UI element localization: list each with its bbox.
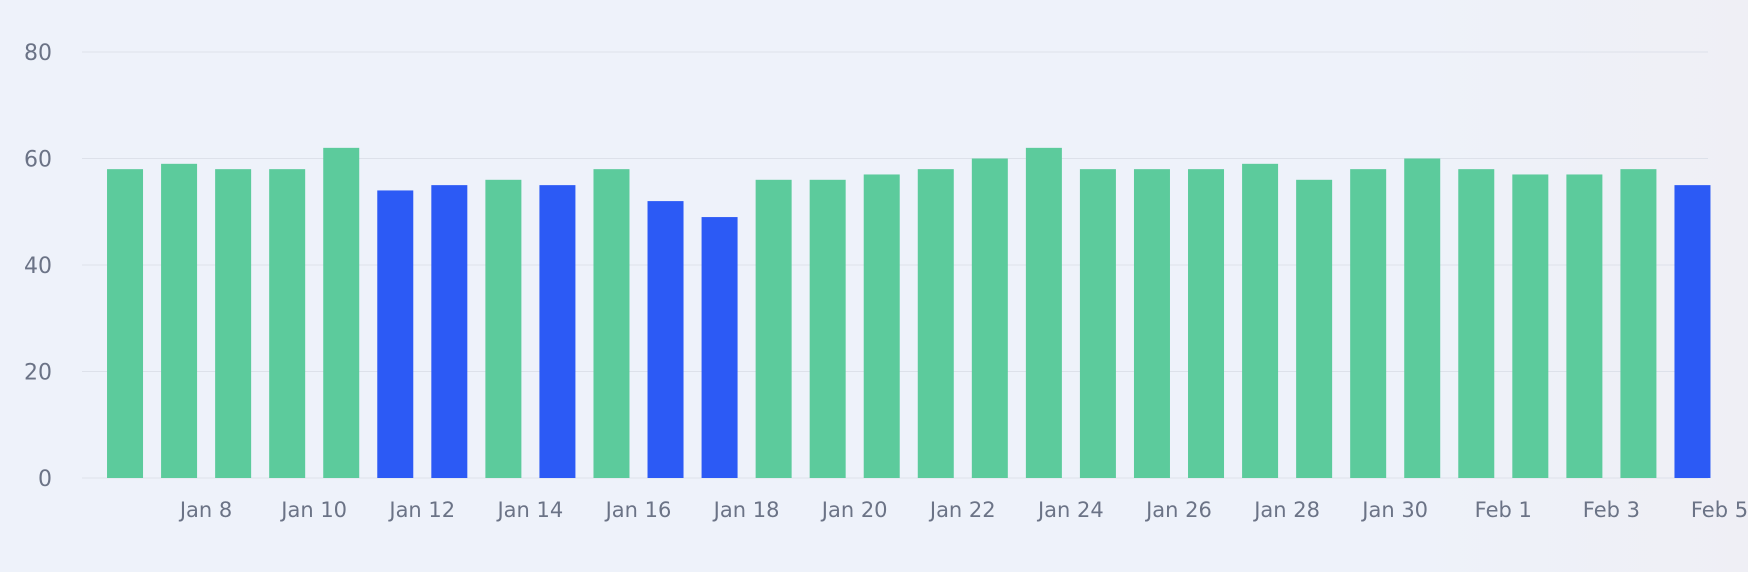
bar-jan-14[interactable] (485, 179, 522, 479)
x-tick-label: Feb 3 (1583, 498, 1640, 522)
bar-jan-18[interactable] (701, 217, 738, 478)
bar-jan-16[interactable] (593, 169, 630, 478)
x-tick-label: Jan 28 (1252, 498, 1320, 522)
x-axis-tick-labels: Jan 8 Jan 10 Jan 12 Jan 14 Jan 16 Jan 18 Jan 2… (178, 498, 1748, 522)
x-tick-label: Jan 24 (1036, 498, 1104, 522)
bar-feb-1[interactable] (1458, 169, 1495, 478)
bar-jan-10[interactable] (269, 169, 306, 478)
bar-feb-4[interactable] (1620, 169, 1657, 478)
bar-feb-5[interactable] (1674, 185, 1711, 479)
y-tick-label: 40 (24, 254, 52, 279)
bar-jan-22[interactable] (917, 169, 954, 478)
y-axis-tick-labels: 0 20 40 60 80 (24, 41, 52, 492)
x-tick-label: Jan 8 (178, 498, 232, 522)
bar-jan-9[interactable] (215, 169, 252, 478)
bars (107, 147, 1711, 479)
bar-feb-3[interactable] (1566, 174, 1603, 478)
bar-jan-25[interactable] (1079, 169, 1116, 478)
bar-jan-20[interactable] (809, 179, 846, 479)
y-tick-label: 60 (24, 148, 52, 173)
bar-jan-30[interactable] (1350, 169, 1387, 478)
bar-jan-8[interactable] (161, 163, 198, 478)
x-tick-label: Jan 14 (495, 498, 563, 522)
x-tick-label: Jan 16 (604, 498, 672, 522)
bar-jan-12[interactable] (377, 190, 414, 478)
x-tick-label: Jan 20 (820, 498, 888, 522)
bar-jan-24[interactable] (1025, 147, 1062, 478)
bar-jan-29[interactable] (1296, 179, 1333, 479)
y-tick-label: 0 (38, 467, 52, 492)
bar-jan-21[interactable] (863, 174, 900, 478)
bar-jan-17[interactable] (647, 201, 684, 478)
x-tick-label: Jan 30 (1360, 498, 1428, 522)
x-tick-label: Feb 5 (1691, 498, 1748, 522)
bar-jan-19[interactable] (755, 179, 792, 479)
x-tick-label: Jan 22 (928, 498, 996, 522)
bar-jan-27[interactable] (1188, 169, 1225, 478)
x-tick-label: Feb 1 (1475, 498, 1532, 522)
y-tick-label: 20 (24, 361, 52, 386)
y-tick-label: 80 (24, 41, 52, 66)
x-tick-label: Jan 18 (712, 498, 780, 522)
bar-jan-7[interactable] (107, 169, 144, 478)
bar-jan-15[interactable] (539, 185, 576, 479)
bar-jan-23[interactable] (971, 158, 1008, 479)
bar-feb-2[interactable] (1512, 174, 1549, 478)
bar-jan-11[interactable] (323, 147, 360, 478)
bar-jan-13[interactable] (431, 185, 468, 479)
bar-jan-31[interactable] (1404, 158, 1441, 479)
bar-jan-28[interactable] (1242, 163, 1279, 478)
bar-jan-26[interactable] (1133, 169, 1170, 478)
x-tick-label: Jan 10 (279, 498, 347, 522)
x-tick-label: Jan 26 (1144, 498, 1212, 522)
x-tick-label: Jan 12 (387, 498, 455, 522)
